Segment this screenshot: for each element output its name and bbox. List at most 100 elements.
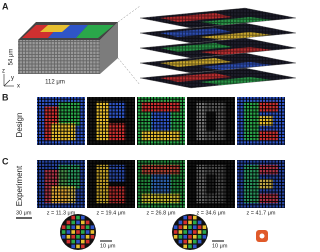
- zoom-dot: [202, 235, 207, 239]
- panel-b: B Design: [2, 92, 24, 137]
- zoom-dot: [90, 230, 95, 234]
- axis: [3, 79, 11, 87]
- cube-height: 54 μm: [9, 49, 15, 66]
- axis-label: x: [17, 84, 20, 90]
- layer-texture: [140, 53, 296, 73]
- zoom-dot: [188, 225, 192, 229]
- figure: A 54 μm 112 μm x y z B Design C Experime…: [2, 1, 297, 250]
- layer-texture: [140, 8, 296, 28]
- zoom-dot: [193, 230, 197, 234]
- zoom-dot: [193, 225, 197, 229]
- zoom-dot: [178, 239, 183, 244]
- zoom-dot: [66, 220, 71, 225]
- zoom-dot: [85, 230, 90, 234]
- zoom-dot: [183, 239, 187, 244]
- zoom-dot: [178, 235, 183, 239]
- zoom-dot: [81, 239, 85, 244]
- guide: [117, 5, 141, 23]
- zoom-dot: [76, 239, 80, 244]
- row-label: Experiment: [15, 165, 24, 206]
- zoom-dot: [85, 220, 90, 225]
- scale-bar-label: 30 μm: [16, 210, 32, 216]
- zoom-dot: [183, 220, 187, 225]
- zoom-dot: [71, 215, 75, 220]
- z-label: z = 19.4 μm: [96, 210, 125, 216]
- zoom-dot: [76, 215, 80, 220]
- zoom-dot: [76, 220, 80, 225]
- cube-width: 112 μm: [45, 80, 65, 86]
- z-label: z = 11.3 μm: [47, 210, 76, 216]
- zoom-dot: [90, 225, 95, 229]
- zoom-dot: [61, 225, 66, 229]
- cube-top-region: [40, 25, 70, 32]
- tile-grid: [137, 97, 185, 145]
- panel-label: B: [2, 92, 9, 102]
- tile-grid: [87, 160, 135, 208]
- zoom-dot: [197, 235, 202, 239]
- panel-a: A 54 μm 112 μm x y z: [2, 1, 297, 90]
- panel-c: C Experiment 30 μm: [2, 156, 32, 219]
- zoom-dot: [85, 225, 90, 229]
- zoom-dot: [81, 235, 85, 239]
- tile-grid: [187, 97, 235, 145]
- zoom-dot: [66, 230, 71, 234]
- z-label: z = 34.6 μm: [196, 210, 225, 216]
- zoom-dot: [197, 230, 202, 234]
- zoom-dot: [76, 235, 80, 239]
- cube-texture: [18, 40, 100, 74]
- zoom-dot: [76, 225, 80, 229]
- zoom-dot: [188, 215, 192, 220]
- zoom-scale-label: 10 μm: [100, 243, 116, 249]
- zoom-dot: [193, 235, 197, 239]
- zoom-dot: [66, 239, 71, 244]
- zoom-dot: [178, 230, 183, 234]
- zoom-dot: [71, 230, 75, 234]
- zoom-dot: [183, 230, 187, 234]
- zoom-dot: [81, 220, 85, 225]
- zoom-dot: [71, 225, 75, 229]
- zoom-dot: [71, 244, 75, 249]
- axis-label: z: [2, 69, 5, 75]
- tiles: z = 11.3 μm z = 19.4 μm z = 26.8 μm z = 34.…: [37, 97, 285, 216]
- zoom-dot: [193, 244, 197, 249]
- z-label: z = 26.8 μm: [146, 210, 175, 216]
- layer-texture: [140, 23, 296, 43]
- cube-side: [100, 22, 118, 74]
- icon: [259, 233, 265, 239]
- tile-grid: [137, 160, 185, 208]
- zoom-dot: [183, 235, 187, 239]
- zoom-dot: [188, 230, 192, 234]
- zoom-dot: [183, 225, 187, 229]
- zoom-dot: [71, 220, 75, 225]
- zoom-dot: [76, 230, 80, 234]
- zoom-dot: [85, 235, 90, 239]
- row-label: Design: [15, 113, 24, 138]
- tile-grid: [87, 97, 135, 145]
- zoom-dot: [81, 215, 85, 220]
- zoom-dot: [188, 235, 192, 239]
- zoom-dot: [61, 235, 66, 239]
- zoom-dot: [173, 225, 178, 229]
- zoom-dot: [202, 230, 207, 234]
- tile-grid: [37, 160, 85, 208]
- layer-texture: [140, 38, 296, 58]
- zoom-dot: [66, 225, 71, 229]
- zoom-dot: [81, 230, 85, 234]
- zoom-dot: [173, 235, 178, 239]
- zoom-dot: [193, 215, 197, 220]
- zoom-dot: [188, 239, 192, 244]
- zoom-dot: [197, 220, 202, 225]
- zoom-dot: [71, 239, 75, 244]
- tile-grid: [237, 97, 285, 145]
- zoom-dot: [188, 220, 192, 225]
- cube-top-region: [76, 25, 114, 38]
- zoom-scale-label: 10 μm: [212, 243, 228, 249]
- zoom-dots: [61, 215, 207, 249]
- zoom-dot: [197, 225, 202, 229]
- layer-texture: [140, 68, 296, 88]
- zoom-dot: [188, 244, 192, 249]
- zoom-dot: [76, 244, 80, 249]
- zoom-dot: [71, 235, 75, 239]
- zoom-dot: [178, 220, 183, 225]
- zoom-dot: [81, 225, 85, 229]
